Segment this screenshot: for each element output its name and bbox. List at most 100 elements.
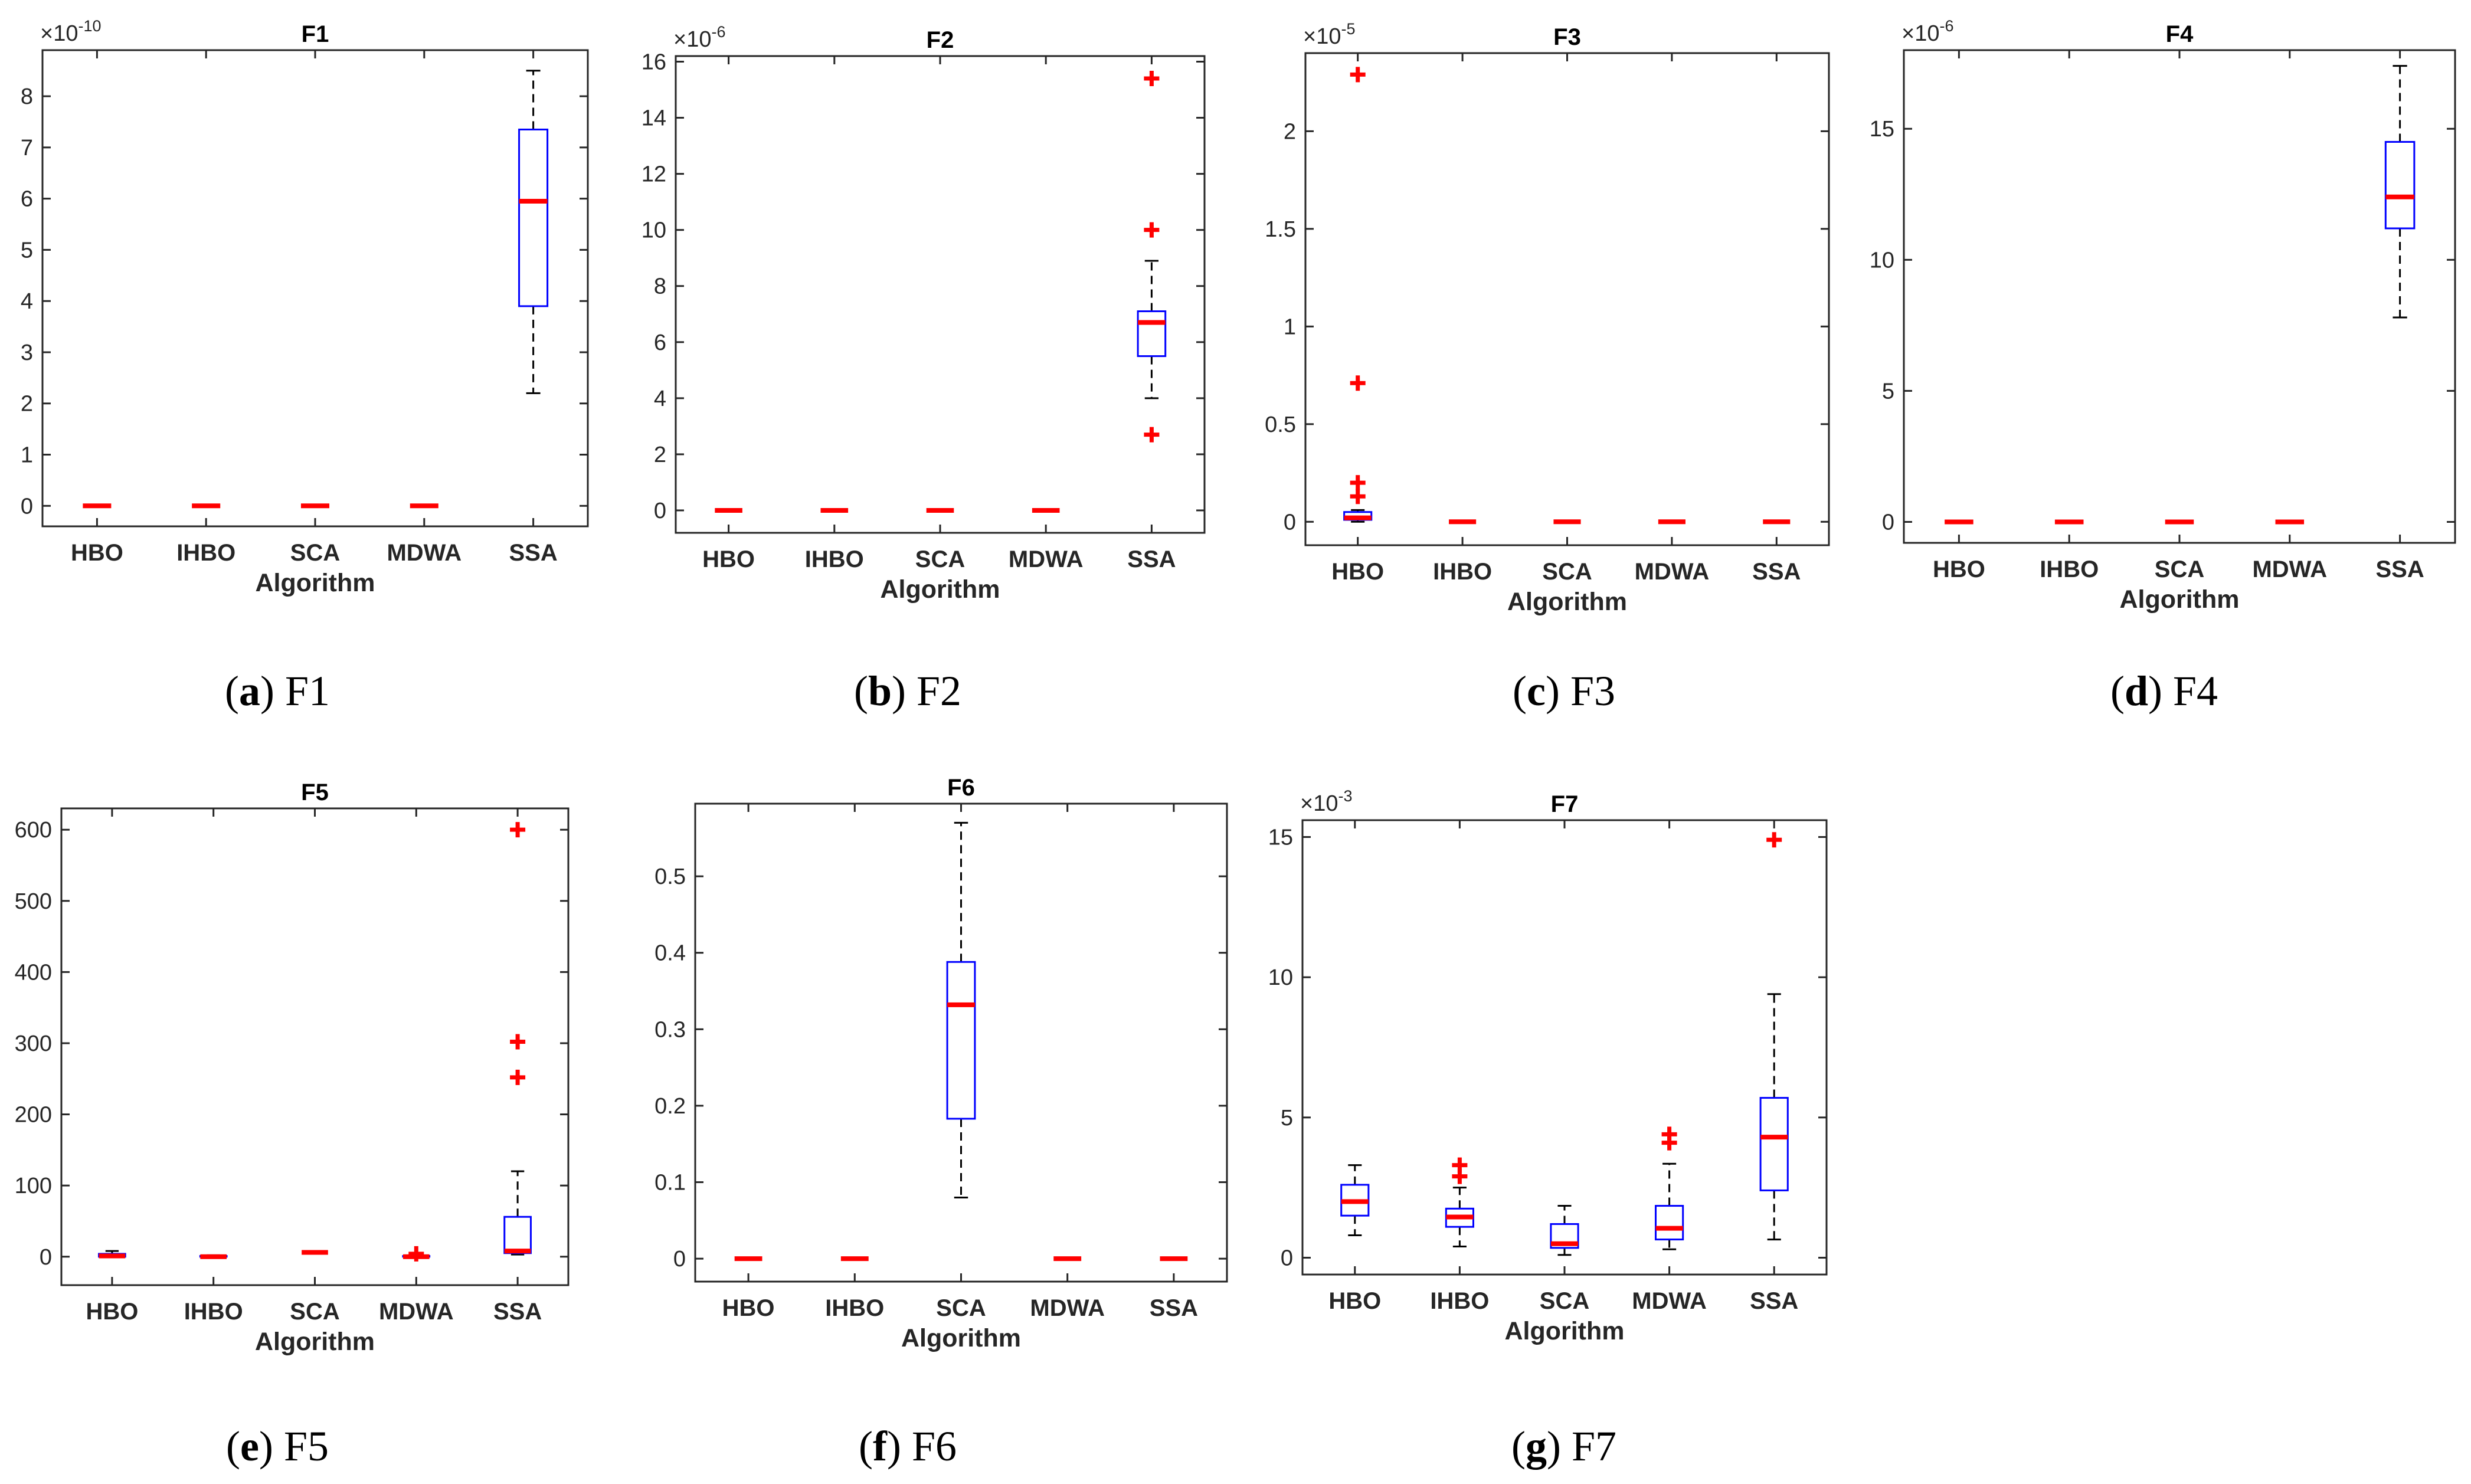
y-tick-label: 5 (21, 238, 33, 263)
subfigure-caption: (e) F5 (226, 1423, 329, 1470)
subfigure-caption: (a) F1 (225, 667, 330, 715)
y-tick-label: 1 (1284, 315, 1296, 339)
outlier-marker (1350, 375, 1366, 391)
y-tick-label: 15 (1870, 117, 1894, 142)
y-tick-label: 0.4 (654, 941, 686, 966)
y-tick-label: 4 (21, 289, 33, 314)
box-iqr (946, 961, 976, 1120)
outlier-marker (1350, 489, 1366, 505)
y-tick-label: 200 (15, 1103, 52, 1128)
outlier-marker (1144, 427, 1160, 443)
y-tick-label: 1.5 (1265, 217, 1296, 242)
x-tick-label: MDWA (387, 540, 462, 566)
caption-text: F3 (1560, 667, 1615, 715)
y-tick-label: 10 (1268, 965, 1293, 990)
y-tick-label: 2 (1284, 119, 1296, 144)
x-tick-label: IHBO (176, 540, 235, 566)
box-ssa (1137, 71, 1167, 443)
y-tick-label: 0 (1281, 1246, 1293, 1270)
x-tick-label: IHBO (184, 1299, 243, 1325)
box-ssa (503, 822, 532, 1256)
axis-exponent-label: ×10-5 (1303, 20, 1355, 49)
box-ssa (2384, 65, 2416, 319)
x-tick-label: SSA (1752, 559, 1801, 585)
y-tick-label: 400 (15, 960, 52, 985)
y-tick-label: 0.2 (654, 1094, 686, 1119)
box-iqr (1655, 1205, 1684, 1241)
caption-letter: b (868, 667, 892, 715)
x-tick-label: SSA (509, 540, 557, 566)
x-tick-label: MDWA (379, 1299, 454, 1325)
box-iqr (1550, 1223, 1579, 1249)
x-tick-label: SCA (290, 1299, 339, 1325)
y-tick-label: 5 (1882, 379, 1894, 404)
x-tick-label: IHBO (1430, 1288, 1489, 1314)
chart-title: F3 (1553, 24, 1581, 50)
axis-exponent-label: ×10-6 (673, 23, 725, 52)
x-tick-label: MDWA (1635, 559, 1710, 585)
caption-text: F7 (1561, 1423, 1616, 1470)
box-mdwa (1655, 1126, 1684, 1250)
x-axis-label: Algorithm (255, 569, 375, 597)
box-iqr (503, 1216, 532, 1254)
y-tick-label: 2 (654, 443, 666, 467)
y-tick-label: 0.3 (654, 1017, 686, 1042)
x-tick-label: IHBO (1433, 559, 1492, 585)
y-tick-label: 8 (21, 84, 33, 109)
y-tick-label: 0 (1284, 510, 1296, 535)
plot-frame (60, 807, 570, 1286)
box-hbo (1343, 67, 1373, 523)
boxplot-panel-6: F6 0 0.1 0.2 0.3 0.4 0.5 HBO IHBO SCA MDWA SSA Algor… (654, 775, 1228, 1470)
y-tick-label: 5 (1281, 1106, 1293, 1131)
y-tick-label: 0 (21, 494, 33, 519)
y-tick-label: 600 (15, 818, 52, 843)
x-tick-label: HBO (722, 1295, 775, 1321)
outlier-marker (1144, 71, 1160, 87)
axis-exponent-label: ×10-3 (1300, 787, 1352, 816)
x-tick-label: SSA (2375, 556, 2424, 582)
y-tick-label: 0 (673, 1247, 686, 1272)
chart-title: F2 (927, 27, 954, 53)
caption-text: F2 (906, 667, 961, 715)
x-tick-label: SCA (915, 546, 965, 572)
y-tick-label: 0.5 (654, 864, 686, 889)
y-tick-label: 1 (21, 443, 33, 468)
subfigure-caption: (d) F4 (2110, 667, 2218, 715)
chart-title: F5 (301, 779, 329, 805)
plot-frame (1903, 49, 2456, 544)
box-ihbo (1445, 1157, 1474, 1247)
plot-frame (41, 49, 589, 528)
outlier-marker (1350, 475, 1366, 491)
y-tick-label: 0.5 (1265, 412, 1296, 437)
x-tick-label: MDWA (1632, 1288, 1707, 1314)
y-tick-label: 6 (21, 187, 33, 212)
y-tick-label: 6 (654, 330, 666, 355)
x-axis-label: Algorithm (2119, 585, 2239, 614)
y-tick-label: 10 (1870, 248, 1894, 273)
box-mdwa (402, 1246, 431, 1262)
box-ihbo (199, 1254, 228, 1259)
caption-text: F4 (2162, 667, 2218, 715)
x-tick-label: HBO (71, 540, 123, 566)
x-tick-label: SSA (493, 1299, 542, 1325)
outlier-marker (1350, 67, 1366, 83)
box-ssa (518, 70, 549, 394)
outlier-marker (510, 822, 526, 838)
boxplot-panel-7: F7 ×10-3 0 5 10 15 HBO IHBO SCA MDWA SSA Algorithm (… (1268, 787, 1828, 1470)
caption-letter: e (240, 1423, 259, 1470)
outlier-marker (510, 1034, 526, 1050)
y-tick-label: 12 (642, 162, 666, 187)
caption-text: F5 (273, 1423, 329, 1470)
caption-text: F6 (901, 1423, 957, 1470)
box-sca (1550, 1205, 1579, 1256)
outlier-marker (510, 1069, 526, 1085)
y-tick-label: 8 (654, 274, 666, 299)
subfigure-caption: (f) F6 (859, 1423, 957, 1470)
box-iqr (1759, 1097, 1789, 1191)
x-tick-label: SSA (1750, 1288, 1798, 1314)
y-tick-label: 3 (21, 340, 33, 365)
chart-title: F7 (1551, 791, 1579, 817)
box-iqr (518, 129, 549, 307)
y-tick-label: 15 (1268, 825, 1293, 850)
